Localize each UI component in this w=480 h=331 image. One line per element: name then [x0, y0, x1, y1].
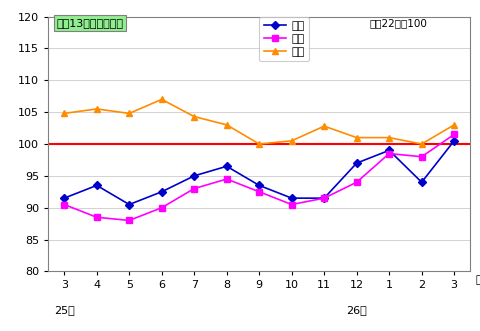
生産 [354, 161, 360, 165]
生産 [224, 164, 229, 168]
生産 [289, 196, 295, 200]
出荷 [321, 196, 327, 200]
生産 [61, 196, 67, 200]
Text: 月: 月 [475, 275, 480, 285]
出荷 [61, 203, 67, 207]
Line: 在庫: 在庫 [61, 96, 457, 147]
生産 [386, 148, 392, 152]
在庫 [94, 107, 100, 111]
生産 [451, 139, 457, 143]
在庫 [256, 142, 262, 146]
在庫 [419, 142, 424, 146]
出荷 [419, 155, 424, 159]
生産 [256, 183, 262, 187]
出荷 [94, 215, 100, 219]
Line: 出荷: 出荷 [61, 132, 457, 223]
生産 [94, 183, 100, 187]
Text: 25年: 25年 [54, 305, 74, 314]
在庫 [159, 97, 165, 101]
出荷 [289, 203, 295, 207]
出荷 [256, 190, 262, 194]
Text: 平成22年＝100: 平成22年＝100 [369, 18, 427, 28]
出荷 [451, 132, 457, 136]
出荷 [159, 206, 165, 210]
出荷 [386, 152, 392, 156]
出荷 [192, 187, 197, 191]
在庫 [192, 115, 197, 118]
生産 [321, 196, 327, 200]
在庫 [321, 124, 327, 128]
生産 [159, 190, 165, 194]
在庫 [126, 112, 132, 116]
生産 [192, 174, 197, 178]
出荷 [224, 177, 229, 181]
生産 [419, 180, 424, 184]
在庫 [354, 136, 360, 140]
Line: 生産: 生産 [61, 138, 457, 207]
在庫 [289, 139, 295, 143]
Text: 26年: 26年 [346, 305, 367, 314]
Legend: 生産, 出荷, 在庫: 生産, 出荷, 在庫 [259, 17, 309, 61]
在庫 [386, 136, 392, 140]
Text: 最近13か月間の動き: 最近13か月間の動き [57, 18, 123, 28]
出荷 [354, 180, 360, 184]
在庫 [61, 112, 67, 116]
出荷 [126, 218, 132, 222]
在庫 [451, 123, 457, 127]
生産 [126, 203, 132, 207]
在庫 [224, 123, 229, 127]
